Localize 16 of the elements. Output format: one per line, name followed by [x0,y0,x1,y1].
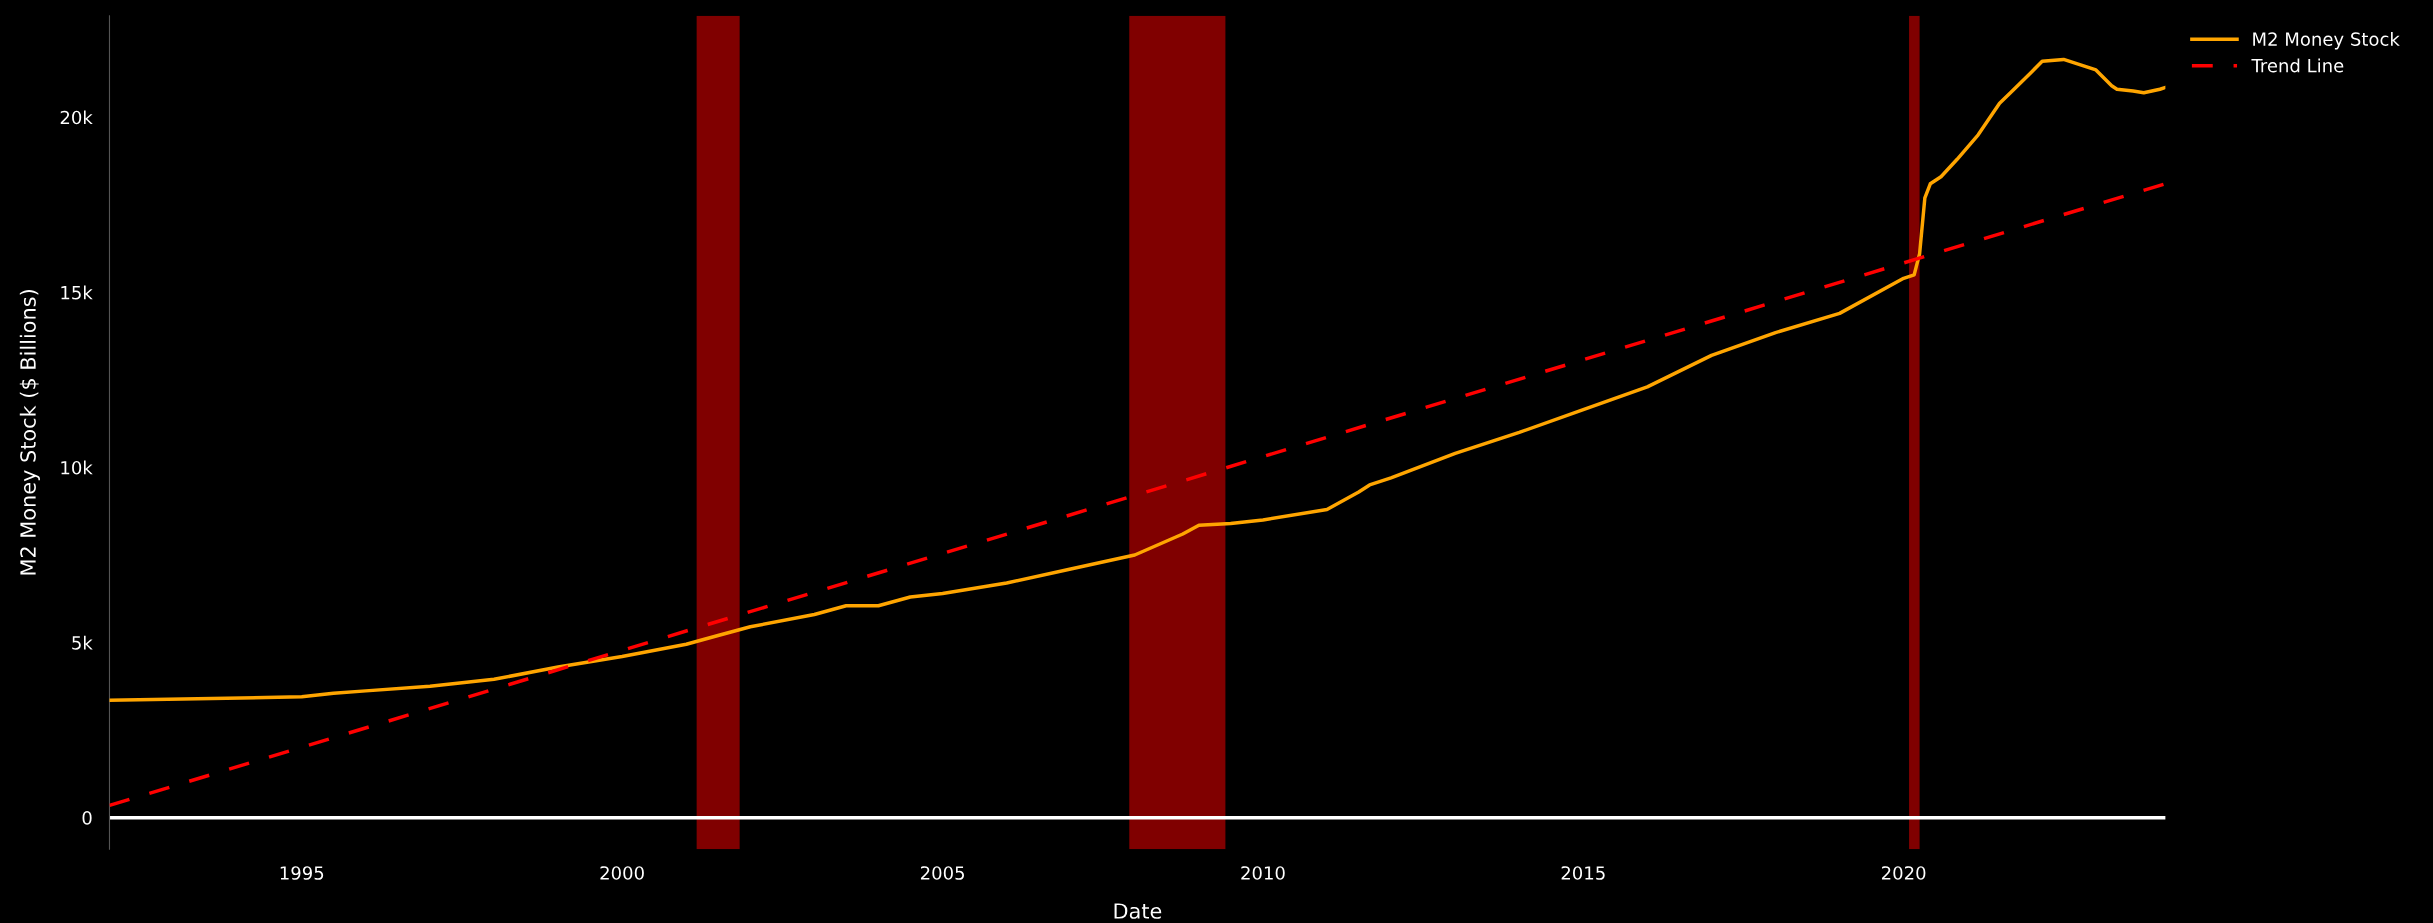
y-tick-label: 5k [72,635,93,650]
line-series [109,57,2166,703]
legend-label: M2 Money Stock [2253,31,2400,50]
x-tick-label: 2020 [1881,866,1926,880]
x-tick-label: 1995 [280,866,324,880]
x-tick-label: 2000 [600,866,644,880]
x-tick-label: 2010 [1241,866,1285,880]
x-tick-label: 2005 [920,866,965,880]
y-axis-title: M2 Money Stock ($ Billions) [19,290,40,575]
legend-label: Trend Line [2251,58,2344,73]
x-axis-title: Date [1114,903,1162,919]
y-tick-label: 15k [61,285,93,300]
x-tick-label: 2015 [1561,866,1605,880]
y-tick-label: 0 [82,811,92,825]
y-tick-label: 20k [60,110,93,125]
y-tick-label: 10k [61,460,93,475]
